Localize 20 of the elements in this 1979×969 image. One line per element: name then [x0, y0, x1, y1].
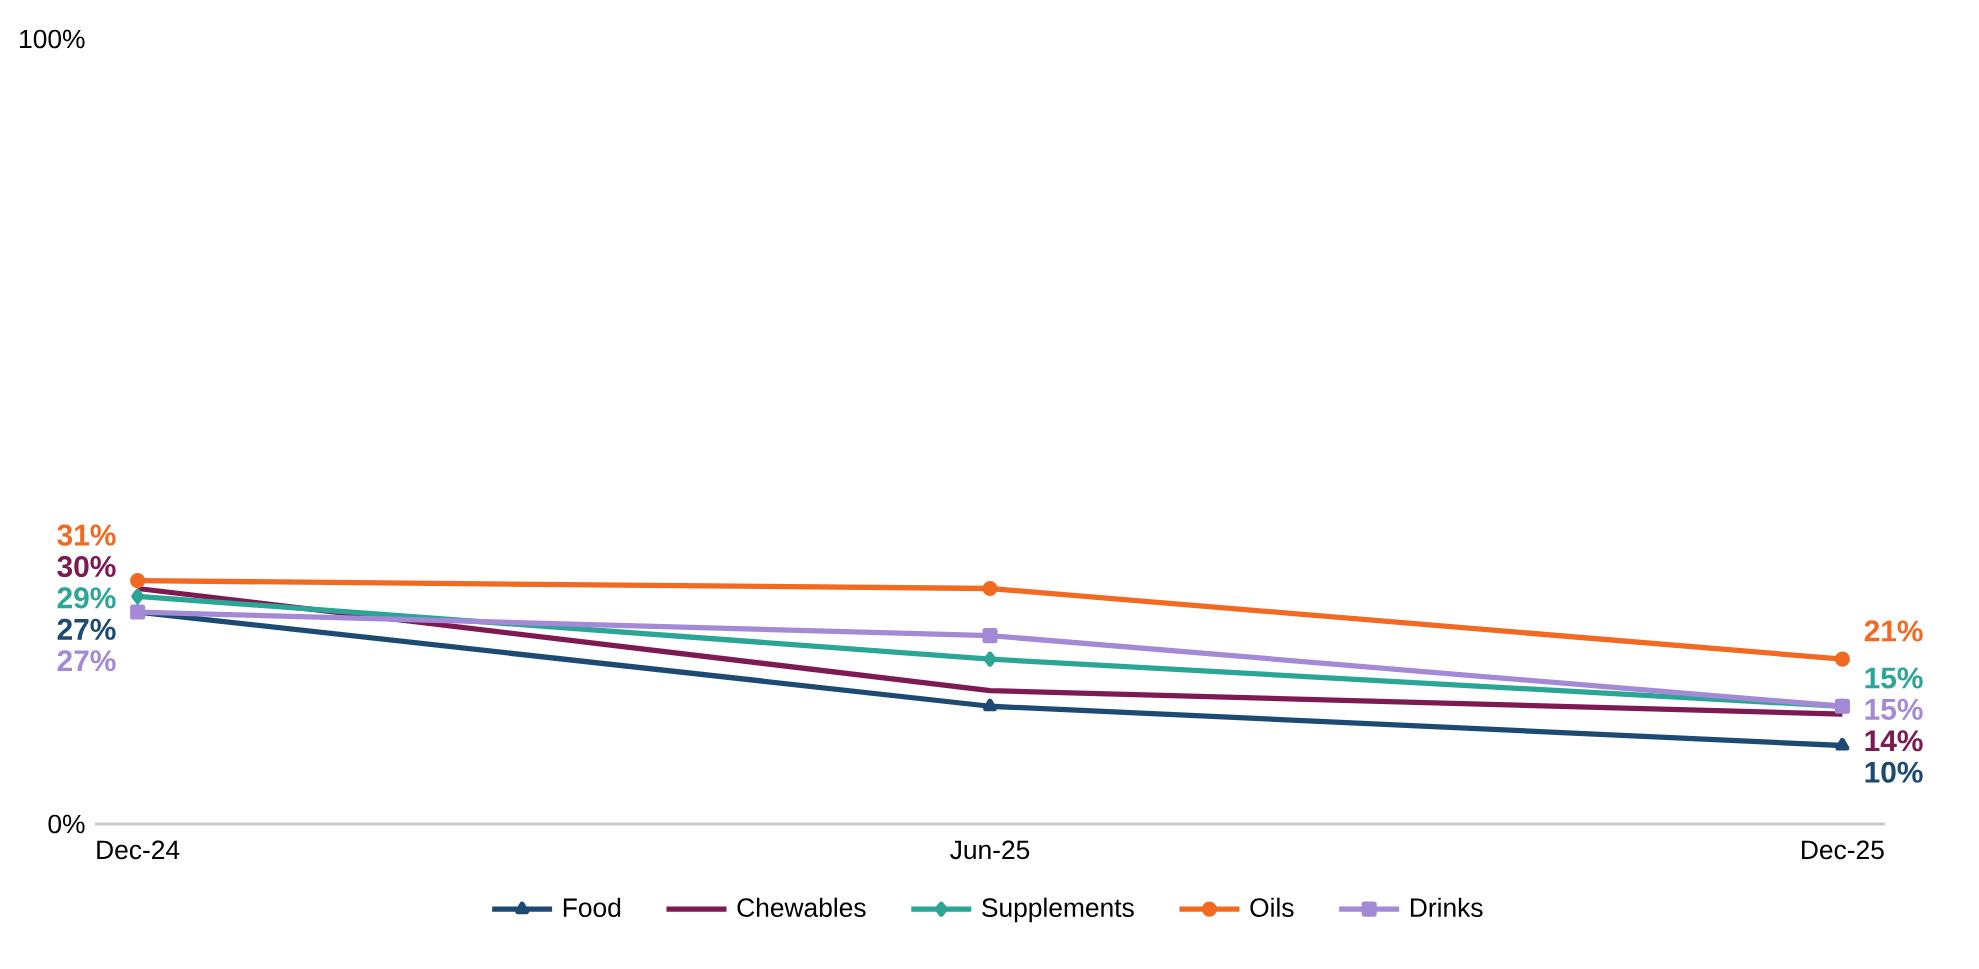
legend-label: Food: [563, 897, 621, 918]
legend-label: Chewables: [737, 897, 866, 918]
data-label: 15%: [1865, 667, 1923, 689]
data-label: 27%: [57, 650, 116, 672]
data-label: 10%: [1865, 761, 1923, 783]
data-label: 14%: [1865, 730, 1923, 752]
data-label: 29%: [57, 587, 116, 609]
y-tick-label: 100%: [20, 29, 85, 49]
x-tick-label: Dec-25: [1802, 840, 1884, 860]
y-tick-label: 0%: [48, 814, 85, 834]
x-tick-label: Jun-25: [950, 840, 1030, 860]
x-tick-label: Dec-24: [97, 840, 180, 860]
legend-label: Drinks: [1410, 897, 1483, 918]
legend-label: Supplements: [982, 897, 1134, 923]
data-label: 31%: [57, 524, 116, 546]
legend-label: Oils: [1250, 897, 1294, 918]
data-label: 21%: [1864, 620, 1923, 642]
data-label: 27%: [57, 618, 116, 640]
data-label: 30%: [57, 555, 116, 578]
data-label: 15%: [1865, 698, 1923, 720]
